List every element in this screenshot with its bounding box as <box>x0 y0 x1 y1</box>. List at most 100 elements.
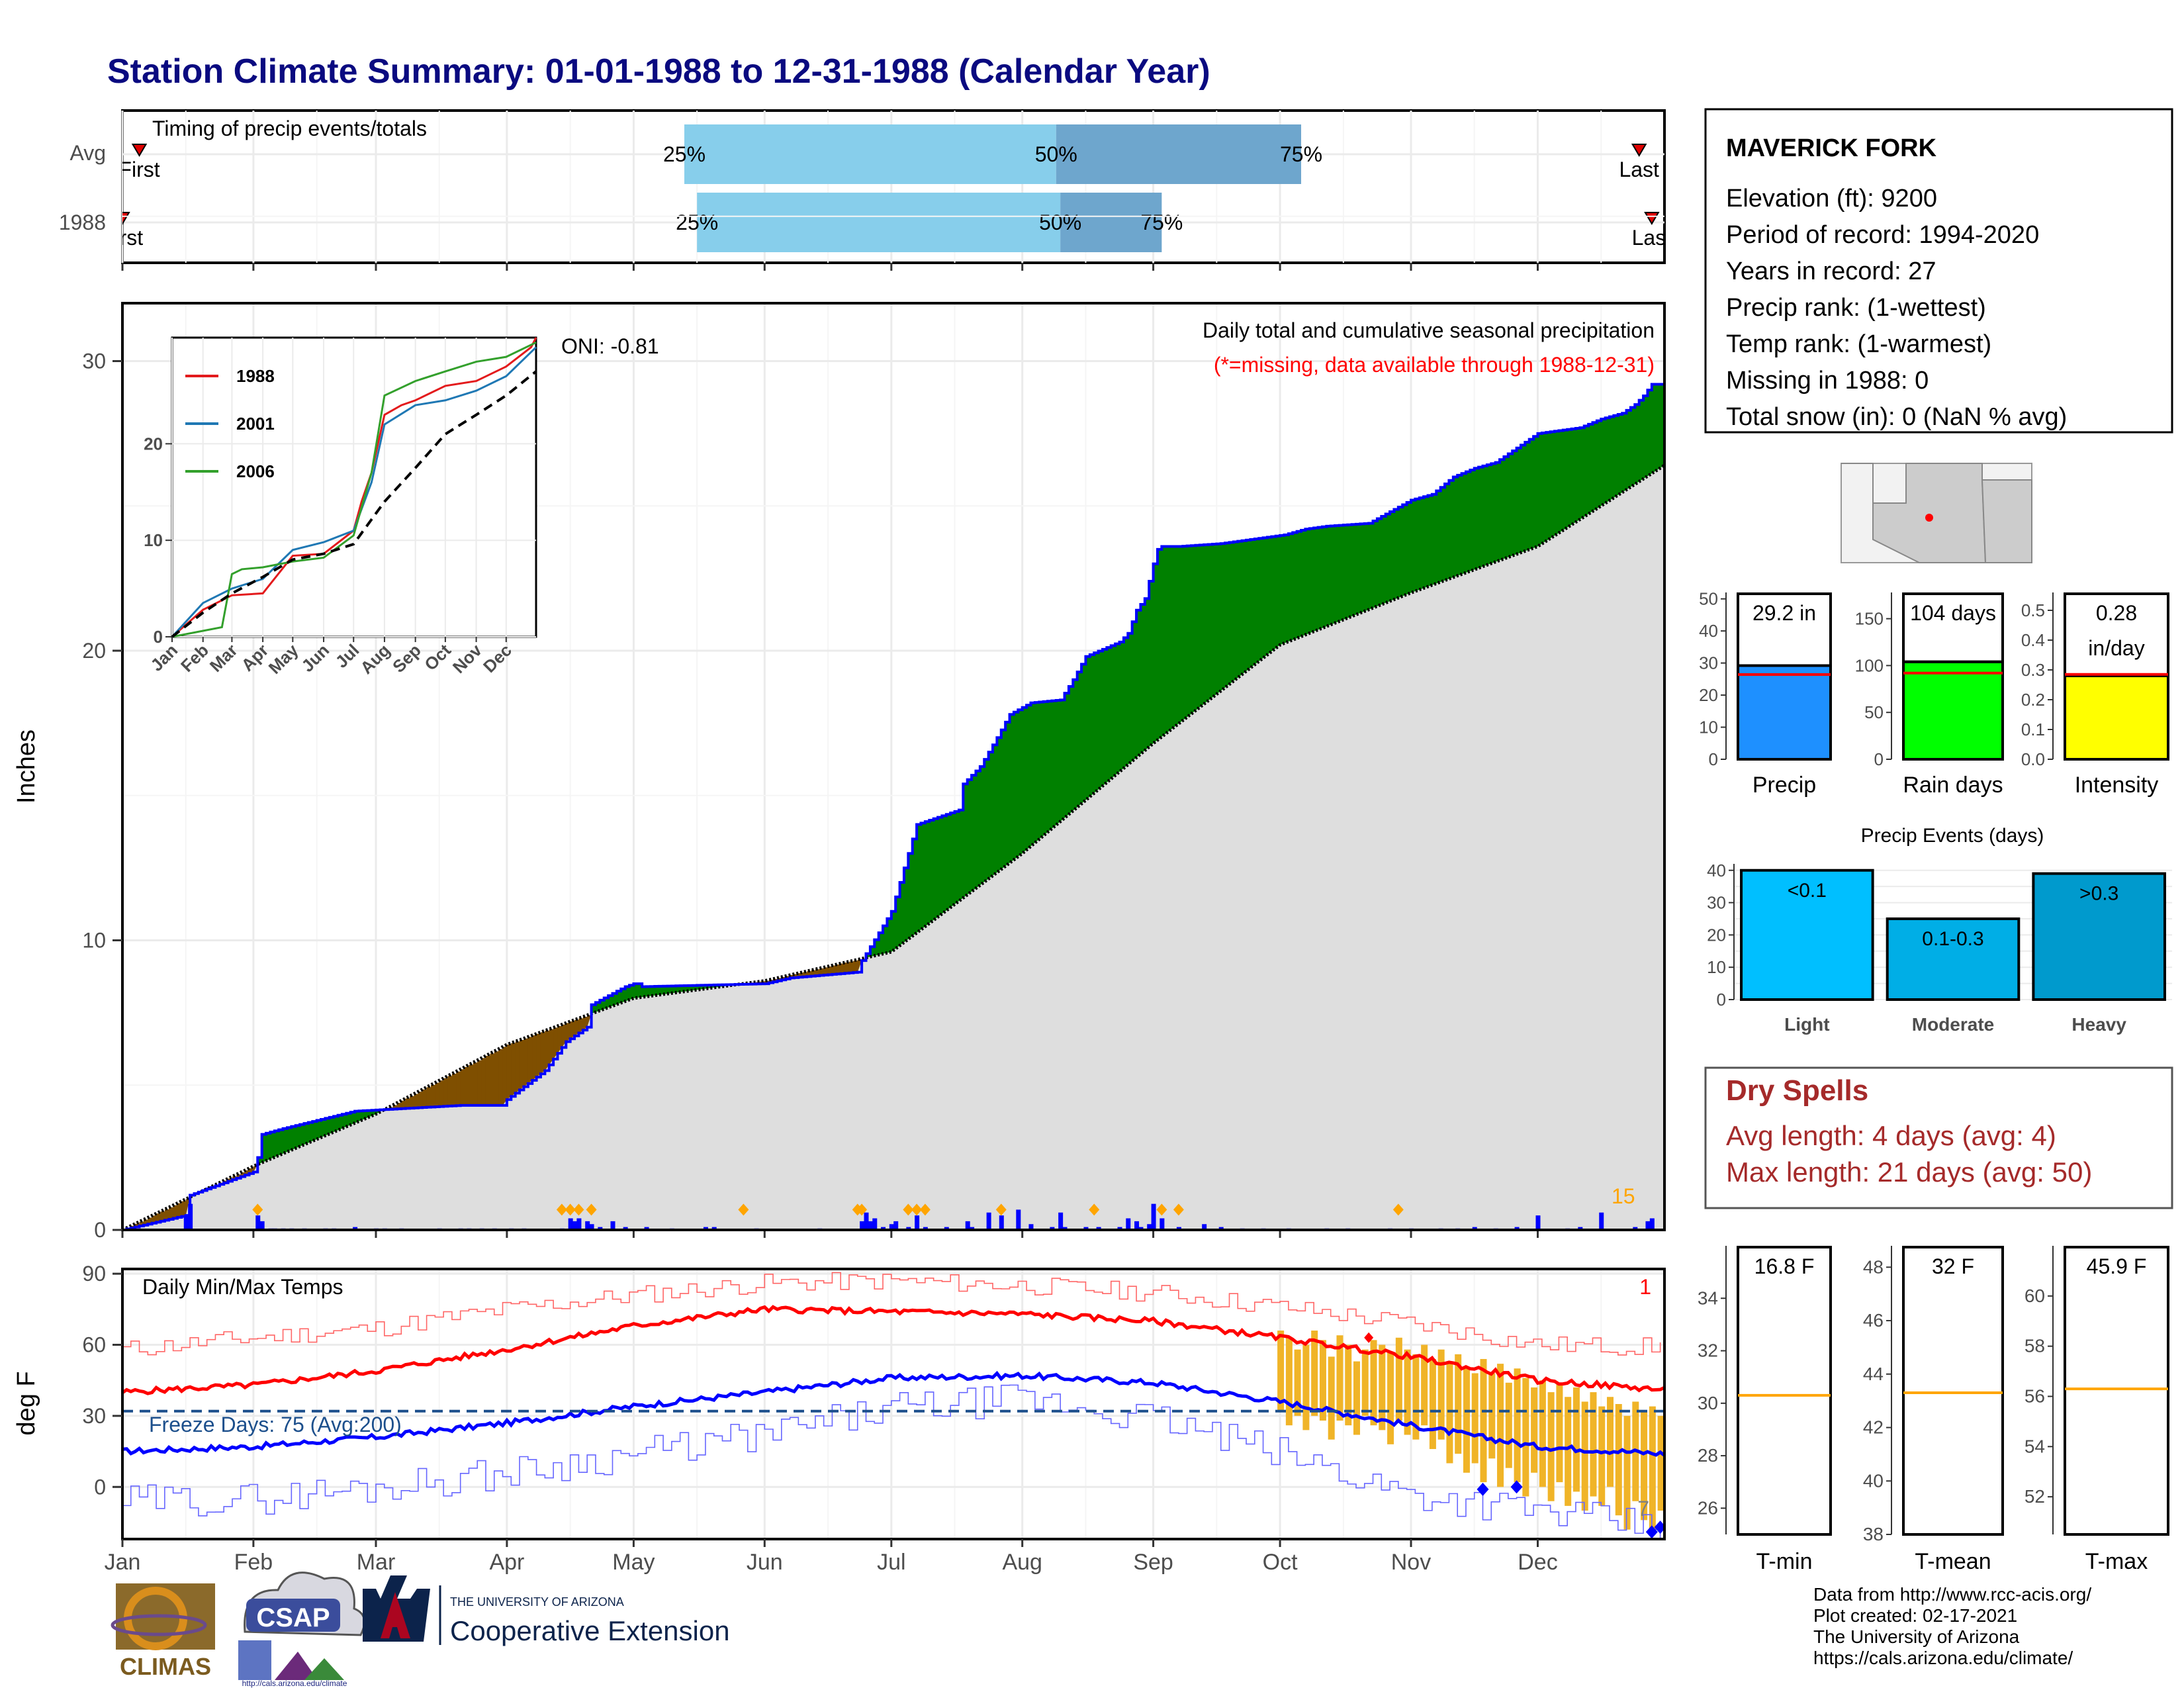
below-avg-area <box>561 1024 567 1048</box>
below-avg-area <box>790 975 795 978</box>
above-avg-area <box>1089 655 1095 797</box>
daily-temp-range-bar <box>1615 1404 1622 1516</box>
timing-row-year-label: 1988 <box>59 211 106 234</box>
precip-ytick-label: 20 <box>82 639 106 663</box>
daily-temp-range-bar <box>1497 1364 1504 1487</box>
timing-marker-label: Last <box>1619 158 1659 181</box>
below-avg-area <box>511 1043 516 1097</box>
daily-precip-bar <box>1028 1224 1034 1230</box>
above-avg-area <box>1643 396 1649 479</box>
below-avg-area <box>532 1035 537 1080</box>
above-avg-area <box>1107 647 1112 782</box>
below-avg-area <box>414 1094 419 1108</box>
summary-ytick-label: 42 <box>1863 1417 1884 1438</box>
below-avg-area <box>152 1215 157 1223</box>
extreme-precip-marker <box>903 1203 914 1216</box>
freeze-label: Freeze Days: 75 (Avg:200) <box>149 1413 402 1436</box>
csap-url: http://cals.arizona.edu/climate <box>242 1679 347 1688</box>
above-avg-area <box>1541 433 1547 544</box>
daily-temp-range-bar <box>1598 1406 1606 1506</box>
above-avg-area <box>676 986 681 993</box>
above-avg-area <box>1318 527 1323 630</box>
summary-bar <box>2064 675 2169 761</box>
above-avg-area <box>1254 539 1259 665</box>
below-avg-area <box>557 1026 563 1054</box>
above-avg-area <box>1229 542 1234 684</box>
above-avg-area <box>346 1113 351 1127</box>
daily-temp-range-bar <box>1657 1415 1664 1511</box>
above-avg-area <box>633 984 639 998</box>
above-avg-area <box>929 820 934 923</box>
daily-temp-range-bar <box>1572 1387 1580 1492</box>
above-avg-area <box>1195 545 1201 711</box>
month-label: May <box>612 1550 655 1575</box>
above-avg-area <box>283 1128 288 1154</box>
summary-ytick-label: 28 <box>1698 1445 1718 1466</box>
daily-precip-bar <box>576 1218 582 1230</box>
daily-temp-range-bar <box>1361 1349 1369 1416</box>
summary-value-label: 32 F <box>1932 1254 1974 1278</box>
above-avg-area <box>1238 541 1243 678</box>
above-avg-area <box>946 814 951 911</box>
summary-ytick-label: 48 <box>1863 1256 1884 1277</box>
temp-ytick-label: 0 <box>94 1475 106 1499</box>
above-avg-area <box>1596 420 1602 509</box>
below-avg-area <box>236 1174 242 1178</box>
below-avg-area <box>536 1033 541 1078</box>
above-avg-area <box>1575 428 1580 522</box>
above-avg-area <box>1571 428 1576 525</box>
events-title: Precip Events (days) <box>1861 825 2044 847</box>
below-avg-area <box>523 1038 529 1087</box>
above-avg-area <box>1512 451 1518 556</box>
above-avg-area <box>325 1118 330 1136</box>
daily-precip-bar <box>188 1203 193 1230</box>
temp-ytick-label: 90 <box>82 1262 106 1286</box>
below-avg-area <box>405 1098 410 1109</box>
footer-text: Data from http://www.rcc-acis.org/ Plot … <box>1813 1584 2091 1668</box>
above-avg-area <box>1225 543 1230 688</box>
above-avg-area <box>979 767 985 886</box>
events-bar <box>2032 872 2166 1001</box>
daily-precip-bar <box>1649 1218 1655 1230</box>
below-avg-area <box>811 970 816 976</box>
below-avg-area <box>553 1027 559 1059</box>
summary-value-label: 104 days <box>1910 601 1996 625</box>
above-avg-area <box>1373 521 1378 608</box>
daily-precip-bar <box>1062 1227 1068 1230</box>
precip-ytick-label: 0 <box>94 1218 106 1242</box>
ua-logo: THE UNIVERSITY OF ARIZONA Cooperative Ex… <box>363 1575 730 1646</box>
avg-min-line <box>122 1370 1664 1457</box>
below-avg-area <box>841 963 846 974</box>
above-avg-area <box>942 816 947 914</box>
record-low-marker <box>1510 1480 1523 1494</box>
daily-temp-range-bar <box>1395 1337 1402 1421</box>
summary-ytick-label: 0.5 <box>2021 600 2045 620</box>
summary-bar-frame <box>1737 592 1832 667</box>
above-avg-area <box>1555 431 1560 536</box>
record-max-line <box>122 1272 1661 1356</box>
above-avg-area <box>1199 545 1205 708</box>
above-avg-area <box>1453 477 1458 578</box>
daily-temp-range-bar <box>1404 1349 1411 1435</box>
below-avg-area <box>844 962 850 974</box>
summary-bar-t-max: 52 54 56 58 60 45.9 F T-max <box>2025 1246 2169 1574</box>
above-avg-area <box>667 986 672 994</box>
below-avg-area <box>481 1058 486 1105</box>
above-avg-area <box>1157 549 1162 741</box>
above-avg-area <box>1068 686 1073 815</box>
below-avg-area <box>802 972 807 977</box>
summary-bar <box>1737 1246 1832 1536</box>
below-avg-area <box>465 1066 470 1105</box>
above-avg-area <box>1263 538 1268 659</box>
below-avg-area <box>156 1213 161 1223</box>
footer-line-4: https://cals.arizona.edu/climate/ <box>1813 1648 2073 1668</box>
above-avg-area <box>1537 433 1543 547</box>
timing-marker-label: Last <box>1632 226 1672 250</box>
daily-precip-bar <box>1138 1227 1144 1230</box>
timing-pct-label: 75% <box>1280 142 1322 166</box>
below-avg-area <box>460 1069 465 1105</box>
above-avg-area <box>1445 484 1450 581</box>
summary-category-label: T-min <box>1756 1549 1813 1574</box>
daily-precip-bar <box>999 1215 1004 1230</box>
temp-panel: 0 30 60 90 Jan Feb Mar Apr May Jun Jul Aug Sep Oct No… <box>13 1262 1666 1575</box>
